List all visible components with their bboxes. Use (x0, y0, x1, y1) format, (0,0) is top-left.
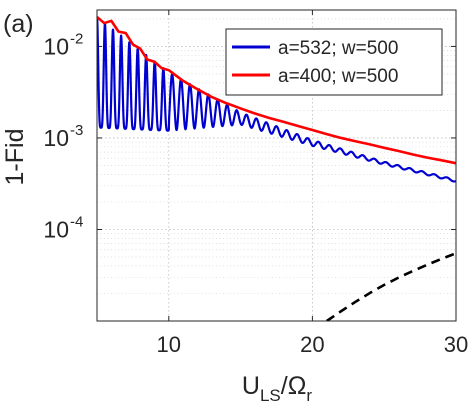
series-line-a532 (97, 16, 456, 183)
legend-label-1: a=532; w=500 (278, 38, 398, 59)
x-label-sep: / (281, 372, 288, 400)
x-label-sub: LS (260, 386, 281, 405)
x-axis-label: ULS/Ωr (242, 372, 313, 405)
y-tick-exponent: -3 (70, 122, 83, 139)
y-axis-label: 1-Fid (1, 129, 29, 186)
y-tick-label: 10 (43, 216, 69, 242)
panel-label: (a) (3, 10, 34, 38)
x-tick-label: 30 (444, 332, 468, 357)
series-line-dashed (326, 252, 456, 321)
x-tick-label: 10 (157, 332, 181, 357)
x-tick-labels: 10 20 30 (157, 332, 469, 357)
plot-frame (96, 9, 457, 322)
y-tick-label: 10 (43, 125, 69, 151)
legend: a=532; w=500 a=400; w=500 (225, 28, 443, 96)
series-line-a400 (97, 15, 456, 165)
x-label-main: U (242, 372, 260, 400)
x-tick-label: 20 (300, 332, 324, 357)
x-label-main2: Ω (288, 372, 307, 400)
legend-box (225, 28, 443, 96)
series-lines (97, 15, 456, 321)
y-tick-exponent: -4 (70, 213, 83, 230)
y-tick-labels: 10-210-310-4 (43, 30, 83, 242)
x-label-sub2: r (306, 386, 312, 405)
y-tick-label: 10 (43, 33, 69, 59)
y-tick-exponent: -2 (70, 30, 83, 47)
legend-label-2: a=400; w=500 (278, 66, 398, 87)
